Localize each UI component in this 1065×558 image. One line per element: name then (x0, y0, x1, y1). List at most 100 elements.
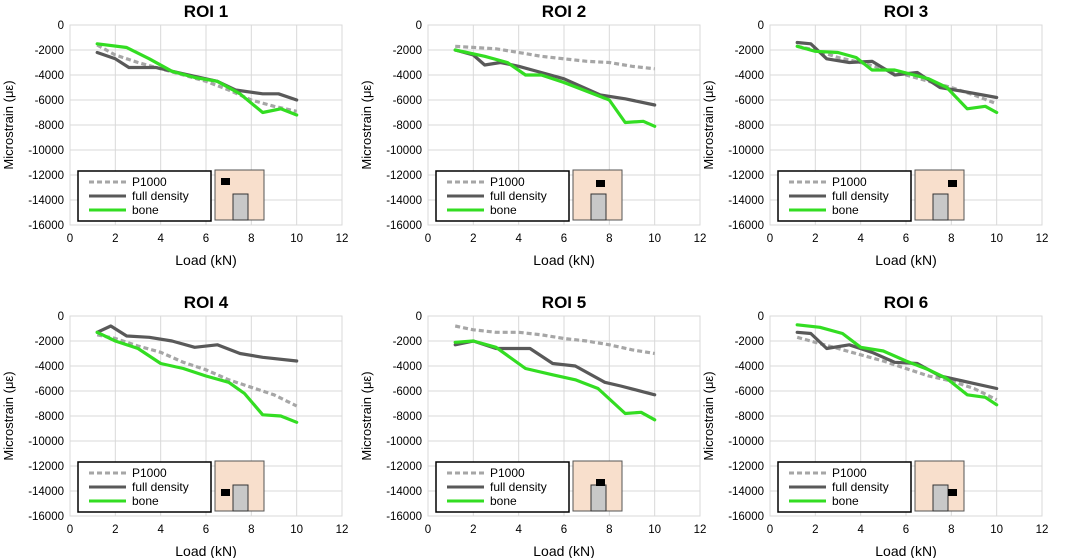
y-tick-label: -8000 (35, 411, 64, 423)
y-tick-label: -8000 (393, 411, 422, 423)
x-tick-label: 2 (812, 524, 818, 536)
chart-panel-5: ROI 5 0 -2000 -4000 -6000 -8000 -10000 -12000 -1… (359, 293, 706, 558)
x-tick-label: 8 (606, 524, 612, 536)
y-tick-label: -12000 (728, 461, 764, 473)
legend-label-full-density: full density (490, 480, 547, 494)
y-tick-label: -6000 (35, 95, 64, 107)
chart-title: ROI 3 (884, 2, 928, 21)
y-tick-label: -12000 (28, 170, 64, 182)
y-tick-label: -10000 (28, 145, 64, 157)
y-tick-label: -6000 (735, 95, 764, 107)
y-tick-label: 0 (416, 20, 422, 32)
series-line-p1000 (455, 44, 655, 71)
x-tick-label: 6 (203, 233, 209, 245)
y-tick-label: -14000 (728, 195, 764, 207)
x-tick-label: 12 (336, 233, 349, 245)
x-axis-label: Load (kN) (175, 543, 236, 558)
x-tick-label: 2 (812, 233, 818, 245)
series-line-bone (95, 42, 299, 117)
y-tick-label: -12000 (728, 170, 764, 182)
roi-marker (948, 180, 957, 187)
x-tick-label: 10 (648, 524, 661, 536)
x-tick-label: 6 (903, 524, 909, 536)
series-line-p1000 (96, 43, 298, 113)
y-axis-label: Microstrain (με) (1, 80, 16, 169)
legend-label-bone: bone (832, 494, 859, 508)
chart-panel-4: ROI 4 0 -2000 -4000 -6000 -8000 -10000 -12000 -1… (1, 293, 348, 558)
y-tick-label: -10000 (28, 436, 64, 448)
implant-shape (232, 193, 249, 221)
x-tick-label: 10 (290, 233, 303, 245)
legend-label-p1000: P1000 (132, 175, 167, 189)
y-tick-label: 0 (58, 20, 64, 32)
chart-title: ROI 6 (884, 293, 928, 312)
y-tick-label: -10000 (386, 145, 422, 157)
y-tick-label: -2000 (35, 45, 64, 57)
y-axis-label: Microstrain (με) (1, 371, 16, 460)
y-tick-label: -10000 (386, 436, 422, 448)
chart-title: ROI 1 (184, 2, 228, 21)
chart-title: ROI 4 (184, 293, 229, 312)
roi-marker (948, 489, 957, 496)
y-tick-label: -16000 (386, 511, 422, 523)
x-tick-label: 2 (112, 524, 118, 536)
y-tick-label: 0 (416, 311, 422, 323)
y-tick-label: -2000 (393, 45, 422, 57)
y-tick-label: -14000 (28, 195, 64, 207)
legend-label-full-density: full density (490, 189, 547, 203)
legend-label-bone: bone (490, 494, 517, 508)
x-axis-label: Load (kN) (533, 543, 594, 558)
x-tick-label: 4 (157, 233, 164, 245)
y-tick-label: -6000 (35, 386, 64, 398)
x-tick-label: 6 (203, 524, 209, 536)
series-line-bone (453, 339, 657, 422)
series-line-p1000 (796, 335, 998, 402)
implant-shape (590, 193, 607, 221)
series-line-full-density (795, 330, 999, 391)
x-tick-label: 10 (290, 524, 303, 536)
y-tick-label: -8000 (393, 120, 422, 132)
legend-label-full-density: full density (132, 480, 189, 494)
series-line-full-density (95, 324, 299, 363)
x-tick-label: 6 (561, 233, 567, 245)
roi-marker (596, 180, 605, 187)
x-axis-label: Load (kN) (175, 252, 236, 268)
y-axis-label: Microstrain (με) (701, 80, 716, 169)
series-line-bone (795, 44, 999, 115)
legend-label-bone: bone (490, 203, 517, 217)
y-tick-label: -2000 (35, 336, 64, 348)
chart-panel-3: ROI 3 0 -2000 -4000 -6000 -8000 -10000 -12000 -1… (701, 2, 1048, 268)
legend-label-bone: bone (132, 494, 159, 508)
x-axis-label: Load (kN) (875, 252, 936, 268)
x-tick-label: 8 (948, 233, 954, 245)
x-tick-label: 8 (248, 524, 254, 536)
y-tick-label: -8000 (735, 120, 764, 132)
y-tick-label: -4000 (393, 70, 422, 82)
x-tick-label: 2 (470, 233, 476, 245)
y-tick-label: 0 (758, 311, 764, 323)
implant-shape (232, 484, 249, 512)
y-tick-label: -4000 (393, 361, 422, 373)
x-axis-label: Load (kN) (533, 252, 594, 268)
implant-shape (932, 193, 949, 221)
y-tick-label: -2000 (735, 336, 764, 348)
series-line-p1000 (454, 324, 655, 356)
y-tick-label: 0 (758, 20, 764, 32)
y-tick-label: -12000 (386, 170, 422, 182)
x-tick-label: 12 (1036, 524, 1049, 536)
y-tick-label: -8000 (735, 411, 764, 423)
y-tick-label: -14000 (386, 486, 422, 498)
legend-label-bone: bone (832, 203, 859, 217)
y-tick-label: -14000 (728, 486, 764, 498)
y-tick-label: -16000 (386, 220, 422, 232)
y-tick-label: -8000 (35, 120, 64, 132)
legend-label-full-density: full density (832, 480, 889, 494)
x-tick-label: 4 (857, 524, 864, 536)
series-line-bone (795, 323, 999, 407)
chart-panel-2: ROI 2 0 -2000 -4000 -6000 -8000 -10000 -12000 -1… (359, 2, 706, 268)
roi-marker (221, 489, 230, 496)
x-tick-label: 8 (606, 233, 612, 245)
y-tick-label: -14000 (386, 195, 422, 207)
chart-panel-1: ROI 1 0 -2000 -4000 -6000 -8000 -10000 -12000 -1… (1, 2, 348, 268)
legend-label-full-density: full density (832, 189, 889, 203)
